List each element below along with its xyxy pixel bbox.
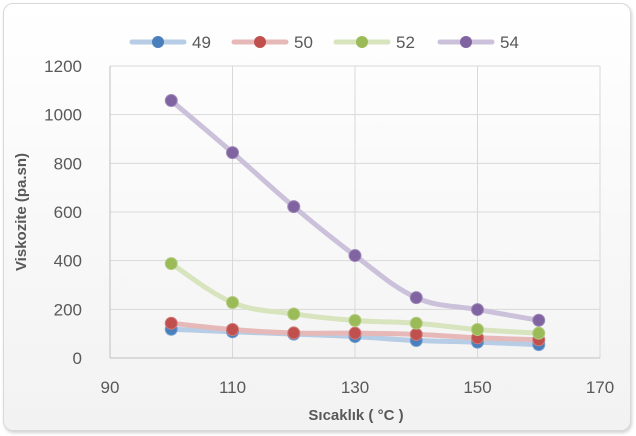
series-54-point <box>287 200 301 214</box>
axes <box>109 66 600 359</box>
x-axis-label: Sıcaklık ( °C ) <box>308 407 403 424</box>
y-axis-label: Viskozite (pa.sn) <box>13 153 30 271</box>
series-50-point <box>226 323 239 337</box>
x-tick-label: 130 <box>341 378 369 397</box>
y-tick-label: 0 <box>73 349 82 368</box>
y-tick-label: 1000 <box>44 106 82 125</box>
series-52-point <box>287 307 301 321</box>
y-tick-labels: 0 200 400 600 800 1000 1200 <box>44 57 82 368</box>
series-50-point <box>164 316 178 330</box>
legend-label: 50 <box>294 33 313 52</box>
x-tick-label: 170 <box>586 378 614 397</box>
y-tick-label: 200 <box>54 300 82 319</box>
legend-label: 49 <box>192 33 211 52</box>
series-54-point <box>348 249 362 263</box>
legend-label: 54 <box>500 33 519 52</box>
legend: 49 50 52 54 <box>129 33 519 52</box>
legend-swatch-marker <box>460 36 472 48</box>
series-50-point <box>287 326 301 340</box>
series-52-point <box>532 326 546 340</box>
legend-item-54: 54 <box>437 33 519 52</box>
legend-item-50: 50 <box>231 33 313 52</box>
x-tick-labels: 90 110 130 150 170 <box>101 378 615 397</box>
series-54-point <box>164 94 178 108</box>
y-tick-label: 800 <box>54 154 82 173</box>
y-tick-label: 600 <box>54 203 82 222</box>
series-52-point <box>409 316 423 330</box>
legend-swatch-marker <box>356 36 368 48</box>
series-52-point <box>471 323 484 337</box>
series-points <box>164 94 546 352</box>
x-tick-label: 150 <box>463 378 491 397</box>
series-54-point <box>471 303 484 317</box>
chart-frame <box>3 3 631 431</box>
y-tick-label: 400 <box>54 252 82 271</box>
legend-item-52: 52 <box>333 33 415 52</box>
series-54-point <box>532 313 546 327</box>
legend-swatch-marker <box>254 36 266 48</box>
legend-label: 52 <box>396 33 415 52</box>
legend-item-49: 49 <box>129 33 211 52</box>
y-tick-label: 1200 <box>44 57 82 76</box>
series-50-point <box>348 326 362 340</box>
x-tick-label: 90 <box>101 378 120 397</box>
series-52-point <box>164 257 178 271</box>
series-52-point <box>348 314 362 328</box>
x-tick-label: 110 <box>219 378 246 397</box>
series-50-point <box>409 327 423 341</box>
legend-swatch-marker <box>152 36 164 48</box>
series-54-point <box>409 291 423 305</box>
series-54-point <box>226 146 239 160</box>
series-52-point <box>226 296 239 310</box>
gridlines <box>110 65 601 358</box>
